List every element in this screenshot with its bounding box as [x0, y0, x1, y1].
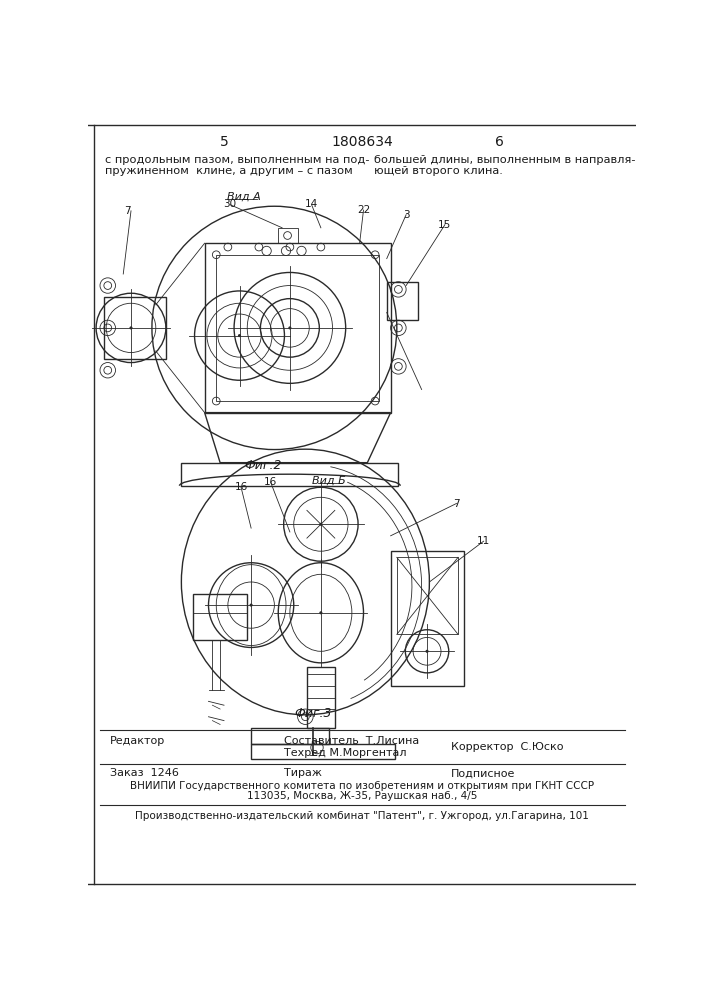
Text: Корректор  С.Юско: Корректор С.Юско — [451, 742, 563, 752]
Text: 16: 16 — [235, 482, 247, 492]
Circle shape — [129, 326, 132, 329]
Text: 22: 22 — [357, 205, 370, 215]
Circle shape — [426, 650, 428, 653]
Bar — [391, 551, 464, 686]
Text: Техред М.Моргентал: Техред М.Моргентал — [284, 748, 407, 758]
Circle shape — [320, 523, 322, 526]
Text: большей длины, выполненным в направля-
ющей второго клина.: большей длины, выполненным в направля- ю… — [373, 155, 635, 176]
Bar — [104, 297, 166, 359]
Circle shape — [288, 326, 291, 329]
Text: Составитель  Т.Лисина: Составитель Т.Лисина — [284, 736, 419, 746]
Text: ВНИИПИ Государственного комитета по изобретениям и открытиям при ГКНТ СССР: ВНИИПИ Государственного комитета по изоб… — [130, 781, 594, 791]
Text: Заказ  1246: Заказ 1246 — [110, 768, 179, 778]
Bar — [204, 243, 391, 413]
Text: 3: 3 — [403, 210, 409, 220]
Text: 15: 15 — [438, 220, 452, 230]
Text: 7: 7 — [453, 499, 460, 509]
Bar — [279, 228, 298, 243]
Bar — [216, 255, 379, 401]
Circle shape — [320, 611, 322, 614]
Text: Фиг.2: Фиг.2 — [244, 459, 281, 472]
Text: 30: 30 — [223, 199, 237, 209]
Bar — [307, 667, 335, 728]
Bar — [251, 728, 329, 744]
Text: с продольным пазом, выполненным на под-
пружиненном  клине, а другим – с пазом: с продольным пазом, выполненным на под- … — [105, 155, 370, 176]
Text: 113035, Москва, Ж-35, Раушская наб., 4/5: 113035, Москва, Ж-35, Раушская наб., 4/5 — [247, 791, 477, 801]
Text: 7: 7 — [124, 206, 130, 216]
Text: Вид Б: Вид Б — [312, 476, 346, 486]
Text: 5: 5 — [220, 135, 228, 149]
Text: Редактор: Редактор — [110, 736, 165, 746]
Bar — [251, 744, 395, 759]
Text: 14: 14 — [305, 199, 318, 209]
Text: 1808634: 1808634 — [331, 135, 393, 149]
Bar — [193, 594, 247, 640]
Circle shape — [250, 604, 252, 607]
Text: Тираж: Тираж — [284, 768, 322, 778]
Text: Фиг.3: Фиг.3 — [294, 707, 332, 720]
Circle shape — [238, 334, 241, 337]
Text: Вид А: Вид А — [226, 192, 260, 202]
Text: 6: 6 — [495, 135, 503, 149]
Text: 11: 11 — [477, 536, 490, 546]
Text: 16: 16 — [264, 477, 277, 487]
Text: Производственно-издательский комбинат "Патент", г. Ужгород, ул.Гагарина, 101: Производственно-издательский комбинат "П… — [135, 811, 589, 821]
Bar — [397, 557, 458, 634]
Text: Подписное: Подписное — [451, 768, 515, 778]
Bar — [387, 282, 418, 320]
